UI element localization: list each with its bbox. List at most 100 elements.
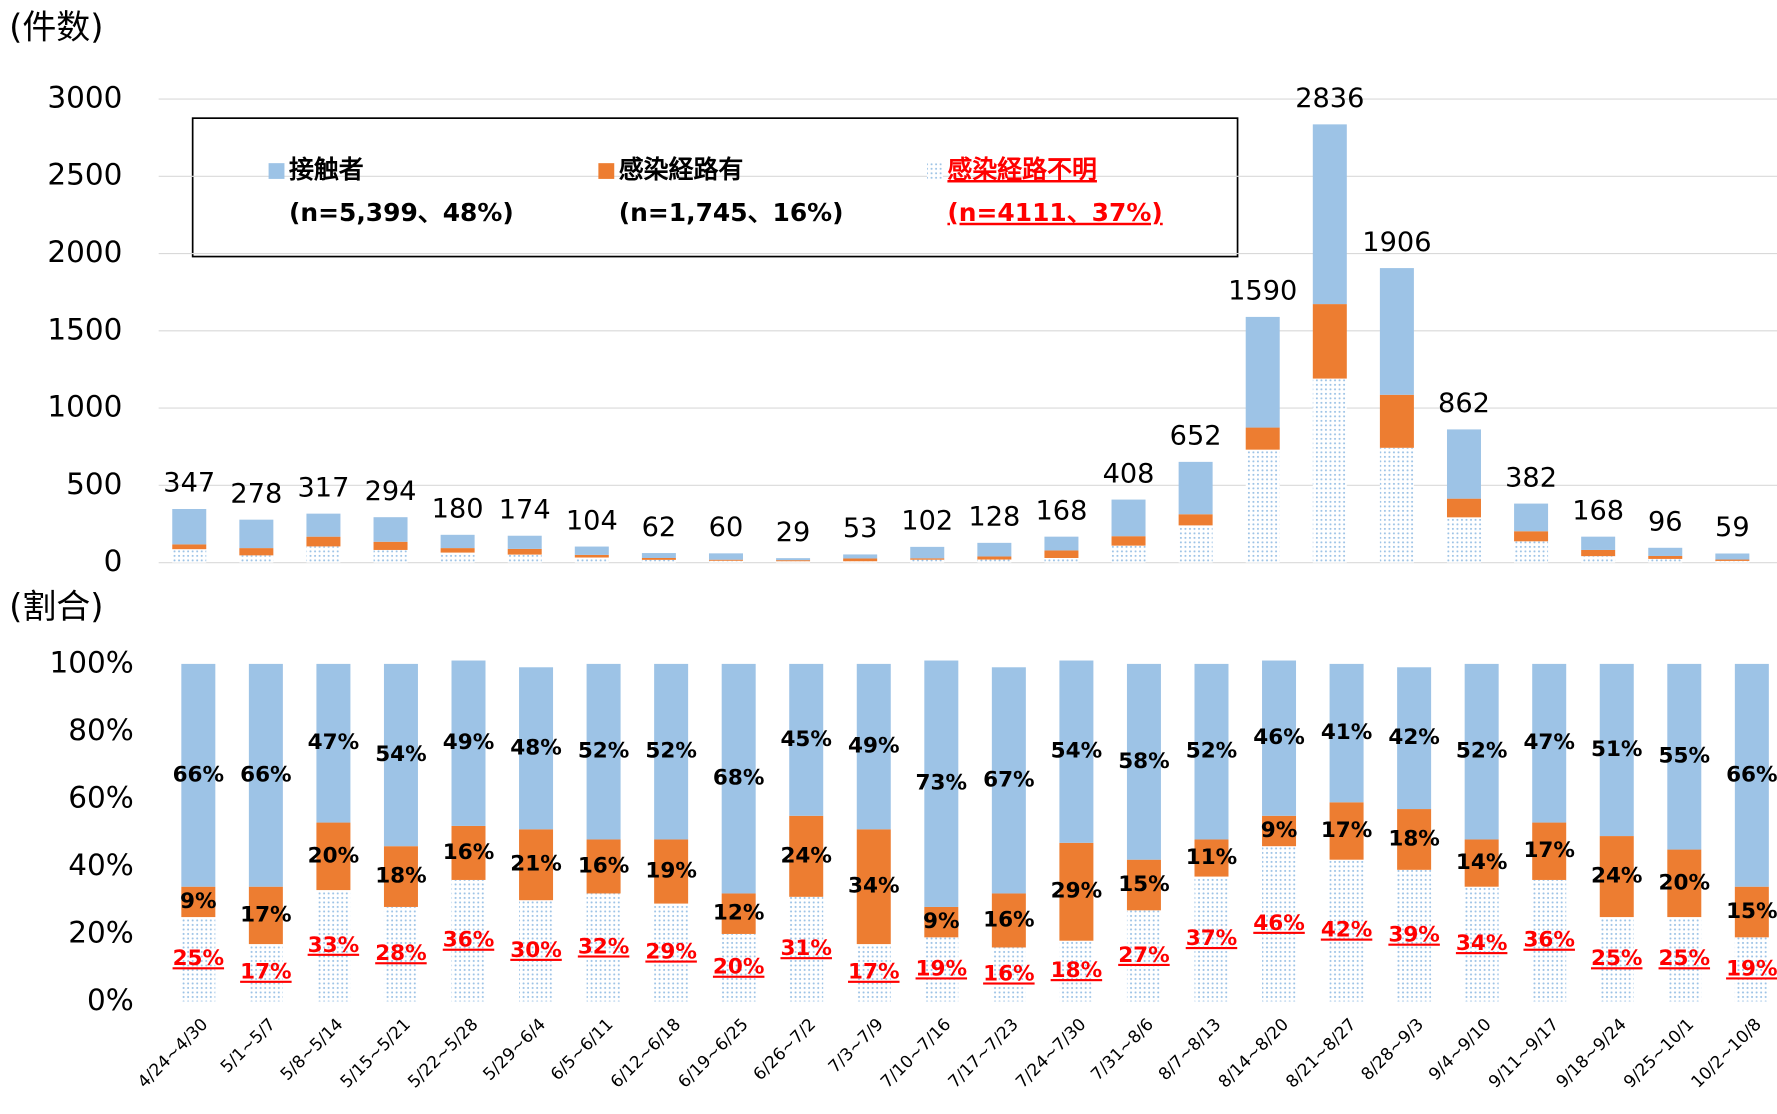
legend-swatch: [927, 163, 943, 179]
x-tick-label: 6/12~6/18: [606, 1014, 684, 1092]
bar-segment: [1059, 842, 1094, 941]
total-label: 59: [1715, 512, 1750, 543]
bar-segment: [1532, 663, 1567, 823]
data-label: 15%: [1726, 899, 1777, 924]
total-label: 102: [901, 506, 953, 537]
data-label: 34%: [1456, 931, 1507, 956]
total-label: 104: [566, 505, 618, 536]
bar-segment: [1312, 378, 1347, 563]
bar-segment: [991, 667, 1026, 894]
total-label: 96: [1648, 507, 1683, 538]
bar-segment: [924, 660, 959, 907]
data-label: 17%: [1523, 838, 1574, 863]
data-label: 25%: [1659, 946, 1710, 971]
bar-segment: [991, 947, 1026, 1002]
legend-label: 感染経路不明: [947, 155, 1097, 184]
data-label: 45%: [780, 727, 831, 752]
data-label: 51%: [1591, 737, 1642, 762]
data-label: 16%: [578, 853, 629, 878]
y-tick-label: 80%: [68, 713, 133, 747]
data-label: 34%: [848, 874, 899, 899]
y-tick-label: 0: [104, 544, 123, 578]
data-label: 55%: [1659, 744, 1710, 769]
bar-segment: [843, 558, 878, 562]
bar-segment: [1044, 536, 1079, 551]
x-tick-label: 8/21~8/27: [1282, 1014, 1360, 1092]
bar-segment: [654, 839, 689, 904]
data-label: 46%: [1253, 911, 1304, 936]
data-label: 37%: [1186, 926, 1237, 951]
bar-segment: [1648, 547, 1683, 556]
bar-segment: [654, 903, 689, 1002]
bar-segment: [586, 893, 621, 1002]
x-tick-label: 8/7~8/13: [1154, 1014, 1225, 1084]
total-label: 652: [1170, 421, 1222, 452]
bar-segment: [910, 558, 945, 560]
bar-segment: [440, 534, 475, 549]
bar-segment: [1532, 879, 1567, 1002]
data-label: 66%: [1726, 762, 1777, 787]
data-label: 68%: [713, 766, 764, 791]
bar-segment: [1126, 910, 1161, 1002]
bar-segment: [1446, 498, 1481, 518]
bar-segment: [451, 879, 486, 1002]
x-tick-label: 6/19~6/25: [674, 1014, 752, 1092]
data-label: 20%: [308, 843, 359, 868]
bar-segment: [181, 663, 216, 887]
x-tick-label: 8/28~9/3: [1357, 1014, 1428, 1084]
bar-segment: [1599, 917, 1634, 1002]
bar-segment: [373, 549, 408, 563]
bar-segment: [1178, 514, 1213, 526]
y-tick-label: 1000: [47, 390, 122, 424]
bar-segment: [1044, 557, 1079, 563]
bar-segment: [1648, 558, 1683, 563]
bar-segment: [519, 829, 554, 901]
data-label: 48%: [510, 735, 561, 760]
bar-segment: [1648, 555, 1683, 559]
data-label: 17%: [848, 960, 899, 985]
bar-segment: [977, 556, 1012, 560]
bar-segment: [1599, 836, 1634, 918]
bar-segment: [856, 663, 891, 830]
bar-segment: [843, 561, 878, 563]
x-tick-label: 10/2~10/8: [1687, 1014, 1765, 1092]
bar-segment: [991, 893, 1026, 948]
bar-segment: [1262, 815, 1297, 847]
data-label: 54%: [375, 742, 426, 767]
data-label: 17%: [240, 960, 291, 985]
total-label: 1906: [1362, 227, 1431, 258]
data-label: 39%: [1388, 923, 1439, 948]
bar-segment: [708, 560, 743, 563]
bar-segment: [924, 906, 959, 938]
bar-segment: [574, 546, 609, 555]
y-axis-title: (件数): [9, 8, 103, 47]
total-label: 60: [709, 512, 744, 543]
bar-segment: [239, 548, 274, 556]
data-label: 17%: [1321, 818, 1372, 843]
x-tick-label: 6/5~6/11: [546, 1014, 617, 1084]
bar-segment: [239, 519, 274, 549]
bar-segment: [1329, 663, 1364, 803]
bar-segment: [373, 541, 408, 550]
data-label: 33%: [308, 933, 359, 958]
bar-segment: [248, 663, 283, 887]
x-tick-label: 7/24~7/30: [1011, 1014, 1089, 1092]
total-label: 862: [1438, 388, 1490, 419]
x-tick-label: 8/14~8/20: [1214, 1014, 1292, 1092]
total-label: 168: [1035, 495, 1087, 526]
bar-segment: [181, 886, 216, 918]
bar-segment: [1734, 663, 1769, 887]
bar-segment: [1262, 846, 1297, 1002]
data-label: 24%: [1591, 864, 1642, 889]
data-label: 29%: [1051, 879, 1102, 904]
total-label: 347: [163, 468, 215, 499]
bar-segment: [248, 886, 283, 945]
bar-segment: [1329, 859, 1364, 1002]
bar-segment: [776, 558, 811, 561]
bar-segment: [856, 829, 891, 945]
data-label: 19%: [1726, 956, 1777, 981]
total-label: 62: [642, 512, 677, 543]
bar-segment: [507, 535, 542, 549]
bar-segment: [306, 536, 341, 547]
